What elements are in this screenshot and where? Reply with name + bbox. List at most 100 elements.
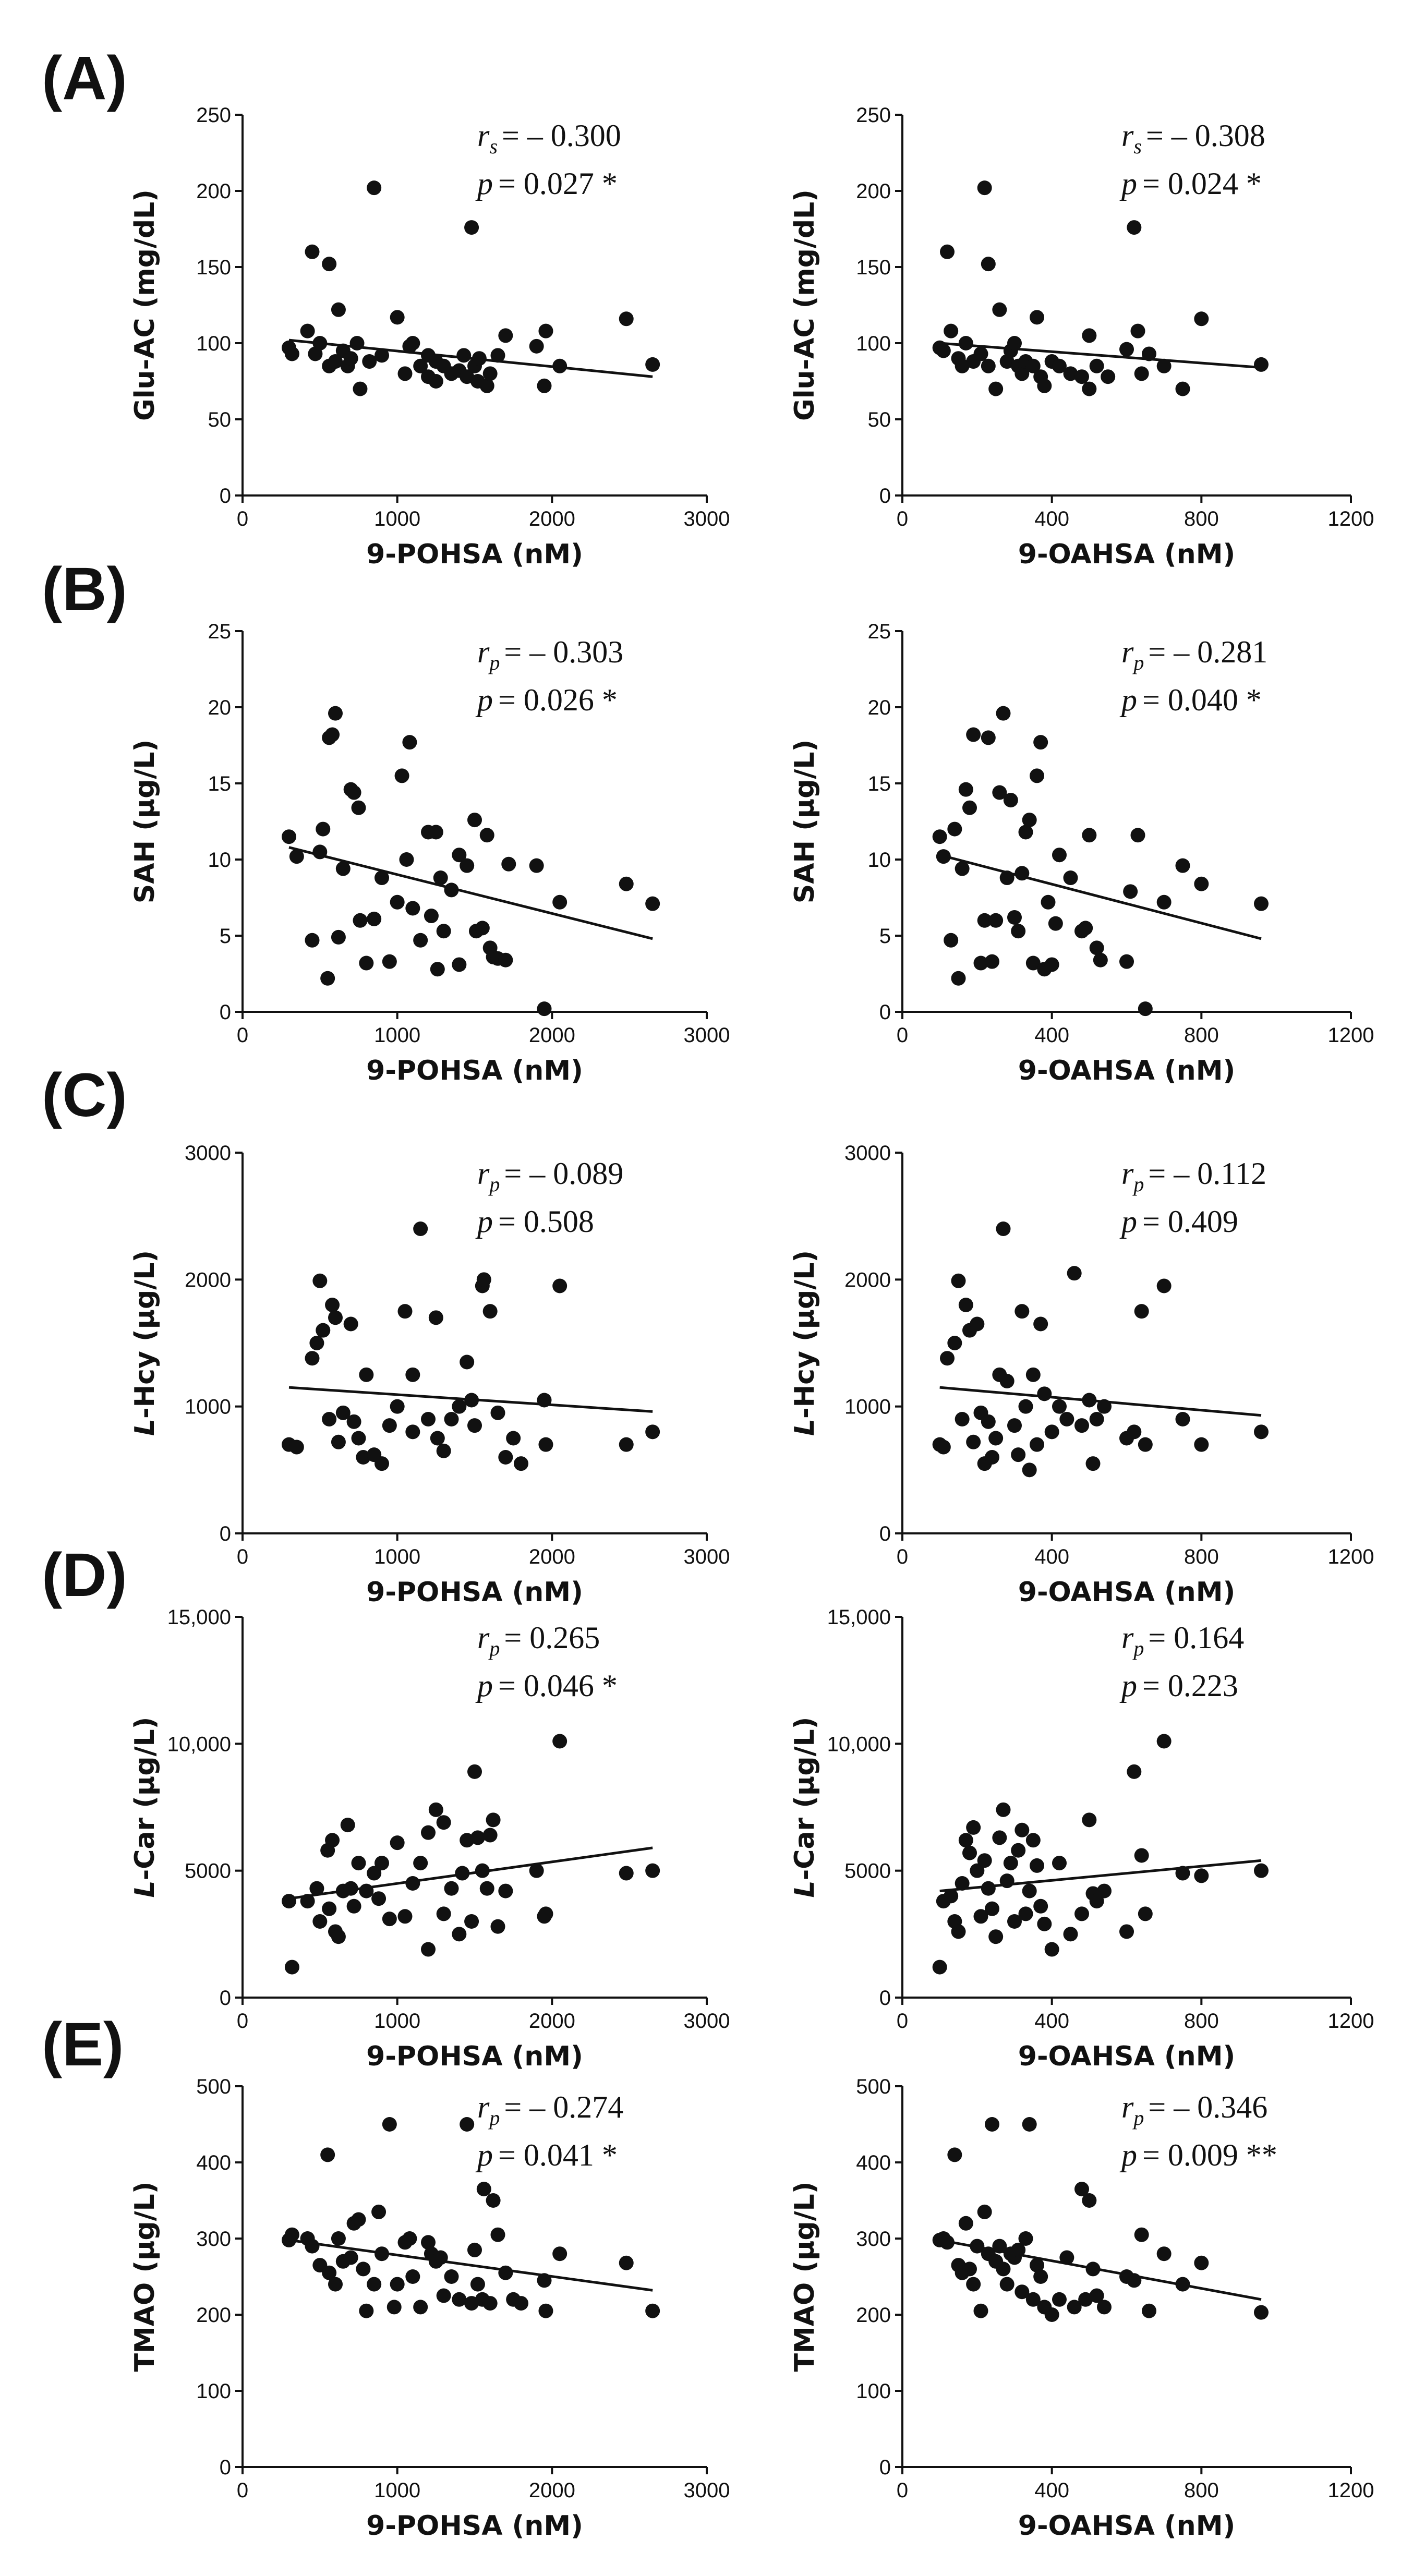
data-point xyxy=(962,800,977,815)
data-point xyxy=(1130,323,1145,338)
panel-label: (E) xyxy=(42,2010,124,2079)
data-point xyxy=(312,1273,328,1288)
x-axis-label: 9-OAHSA (nM) xyxy=(1018,2510,1235,2542)
data-point xyxy=(529,338,544,354)
y-tick-label: 250 xyxy=(856,104,891,127)
y-axis-label: SAH (μg/L) xyxy=(789,740,820,903)
data-point xyxy=(973,956,988,971)
data-point xyxy=(433,2250,448,2265)
y-tick-label: 100 xyxy=(856,2380,891,2403)
x-tick-label: 400 xyxy=(1034,2010,1069,2033)
data-point xyxy=(514,2296,528,2311)
data-point xyxy=(402,2231,417,2246)
data-point xyxy=(966,727,981,742)
data-point xyxy=(340,1818,355,1833)
data-point xyxy=(1022,2117,1037,2132)
p-value: p = 0.027 * xyxy=(475,166,618,201)
y-tick-label: 0 xyxy=(220,1522,231,1545)
regression-line xyxy=(288,338,653,378)
y-tick-label: 100 xyxy=(196,2380,231,2403)
data-point xyxy=(537,378,552,393)
data-point xyxy=(331,302,346,317)
data-point xyxy=(1156,358,1172,373)
data-point xyxy=(1082,1393,1097,1408)
data-point xyxy=(1074,1906,1089,1921)
data-point xyxy=(397,366,413,381)
data-point xyxy=(1142,2303,1156,2318)
data-point xyxy=(1119,954,1134,969)
y-tick-label: 15 xyxy=(868,772,891,795)
data-point xyxy=(312,844,328,860)
data-point xyxy=(1044,2307,1059,2322)
y-tick-label: 150 xyxy=(856,256,891,279)
data-point xyxy=(1254,2305,1269,2320)
data-point xyxy=(284,346,299,361)
x-tick-label: 400 xyxy=(1034,1545,1069,1568)
data-point xyxy=(331,1434,346,1449)
correlation-coefficient: rp = – 0.089 xyxy=(477,1156,623,1196)
data-point xyxy=(552,1278,567,1293)
data-point xyxy=(1033,735,1048,750)
data-point xyxy=(428,1802,443,1817)
data-point xyxy=(1011,1447,1026,1462)
y-tick-label: 0 xyxy=(879,1522,891,1545)
x-tick-label: 1000 xyxy=(374,1024,420,1047)
x-tick-label: 3000 xyxy=(684,2010,730,2033)
data-point xyxy=(1156,1734,1172,1749)
data-point xyxy=(1033,2269,1048,2284)
p-value: p = 0.040 * xyxy=(1119,683,1262,717)
data-point xyxy=(1063,1927,1078,1942)
data-point xyxy=(343,1316,358,1332)
data-point xyxy=(413,358,428,373)
data-point xyxy=(985,954,999,969)
data-point xyxy=(325,727,340,742)
data-point xyxy=(966,2277,981,2292)
data-point xyxy=(460,1354,475,1370)
data-point xyxy=(375,1456,389,1471)
data-point xyxy=(498,2265,513,2280)
data-point xyxy=(343,351,358,366)
data-point xyxy=(421,1942,436,1957)
data-point xyxy=(346,785,361,800)
data-point xyxy=(335,861,351,876)
data-point xyxy=(970,1316,985,1332)
data-point xyxy=(397,1304,413,1319)
y-axis-label: Glu-AC (mg/dL) xyxy=(789,189,820,421)
data-point xyxy=(988,381,1004,396)
data-point xyxy=(958,2216,973,2231)
scatter-plot: 0 100 200 300 400 500 0 400 800 1200 9-OAHSA (nM) T… xyxy=(789,2075,1374,2542)
data-point xyxy=(470,1830,485,1845)
data-point xyxy=(529,1863,544,1878)
data-point xyxy=(1078,921,1093,936)
data-point xyxy=(300,323,315,338)
y-tick-label: 15 xyxy=(208,772,232,795)
y-tick-label: 400 xyxy=(196,2151,231,2174)
y-tick-label: 200 xyxy=(196,180,231,203)
data-point xyxy=(470,2277,485,2292)
data-point xyxy=(284,2227,299,2242)
correlation-coefficient: rs = – 0.308 xyxy=(1121,118,1265,158)
data-point xyxy=(1015,1304,1030,1319)
y-tick-label: 20 xyxy=(208,696,232,719)
data-point xyxy=(300,1894,315,1909)
data-point xyxy=(367,180,382,196)
y-axis-label: L-Hcy (μg/L) xyxy=(789,1250,820,1436)
data-point xyxy=(328,1310,343,1325)
data-point xyxy=(359,1883,374,1898)
data-point xyxy=(452,848,467,863)
correlation-coefficient: rp = – 0.112 xyxy=(1121,1156,1266,1196)
data-point xyxy=(619,311,634,326)
data-point xyxy=(1101,369,1116,384)
data-point xyxy=(981,358,996,373)
y-axis-label: L-Car (μg/L) xyxy=(789,1717,820,1898)
data-point xyxy=(1063,366,1078,381)
data-point xyxy=(346,1414,361,1429)
data-point xyxy=(999,870,1015,886)
data-point xyxy=(1082,2193,1097,2208)
x-tick-label: 1000 xyxy=(374,2479,420,2502)
data-point xyxy=(349,336,365,350)
y-tick-label: 1000 xyxy=(844,1396,891,1419)
correlation-coefficient: rp = 0.164 xyxy=(1121,1620,1244,1660)
data-point xyxy=(1127,2273,1142,2288)
